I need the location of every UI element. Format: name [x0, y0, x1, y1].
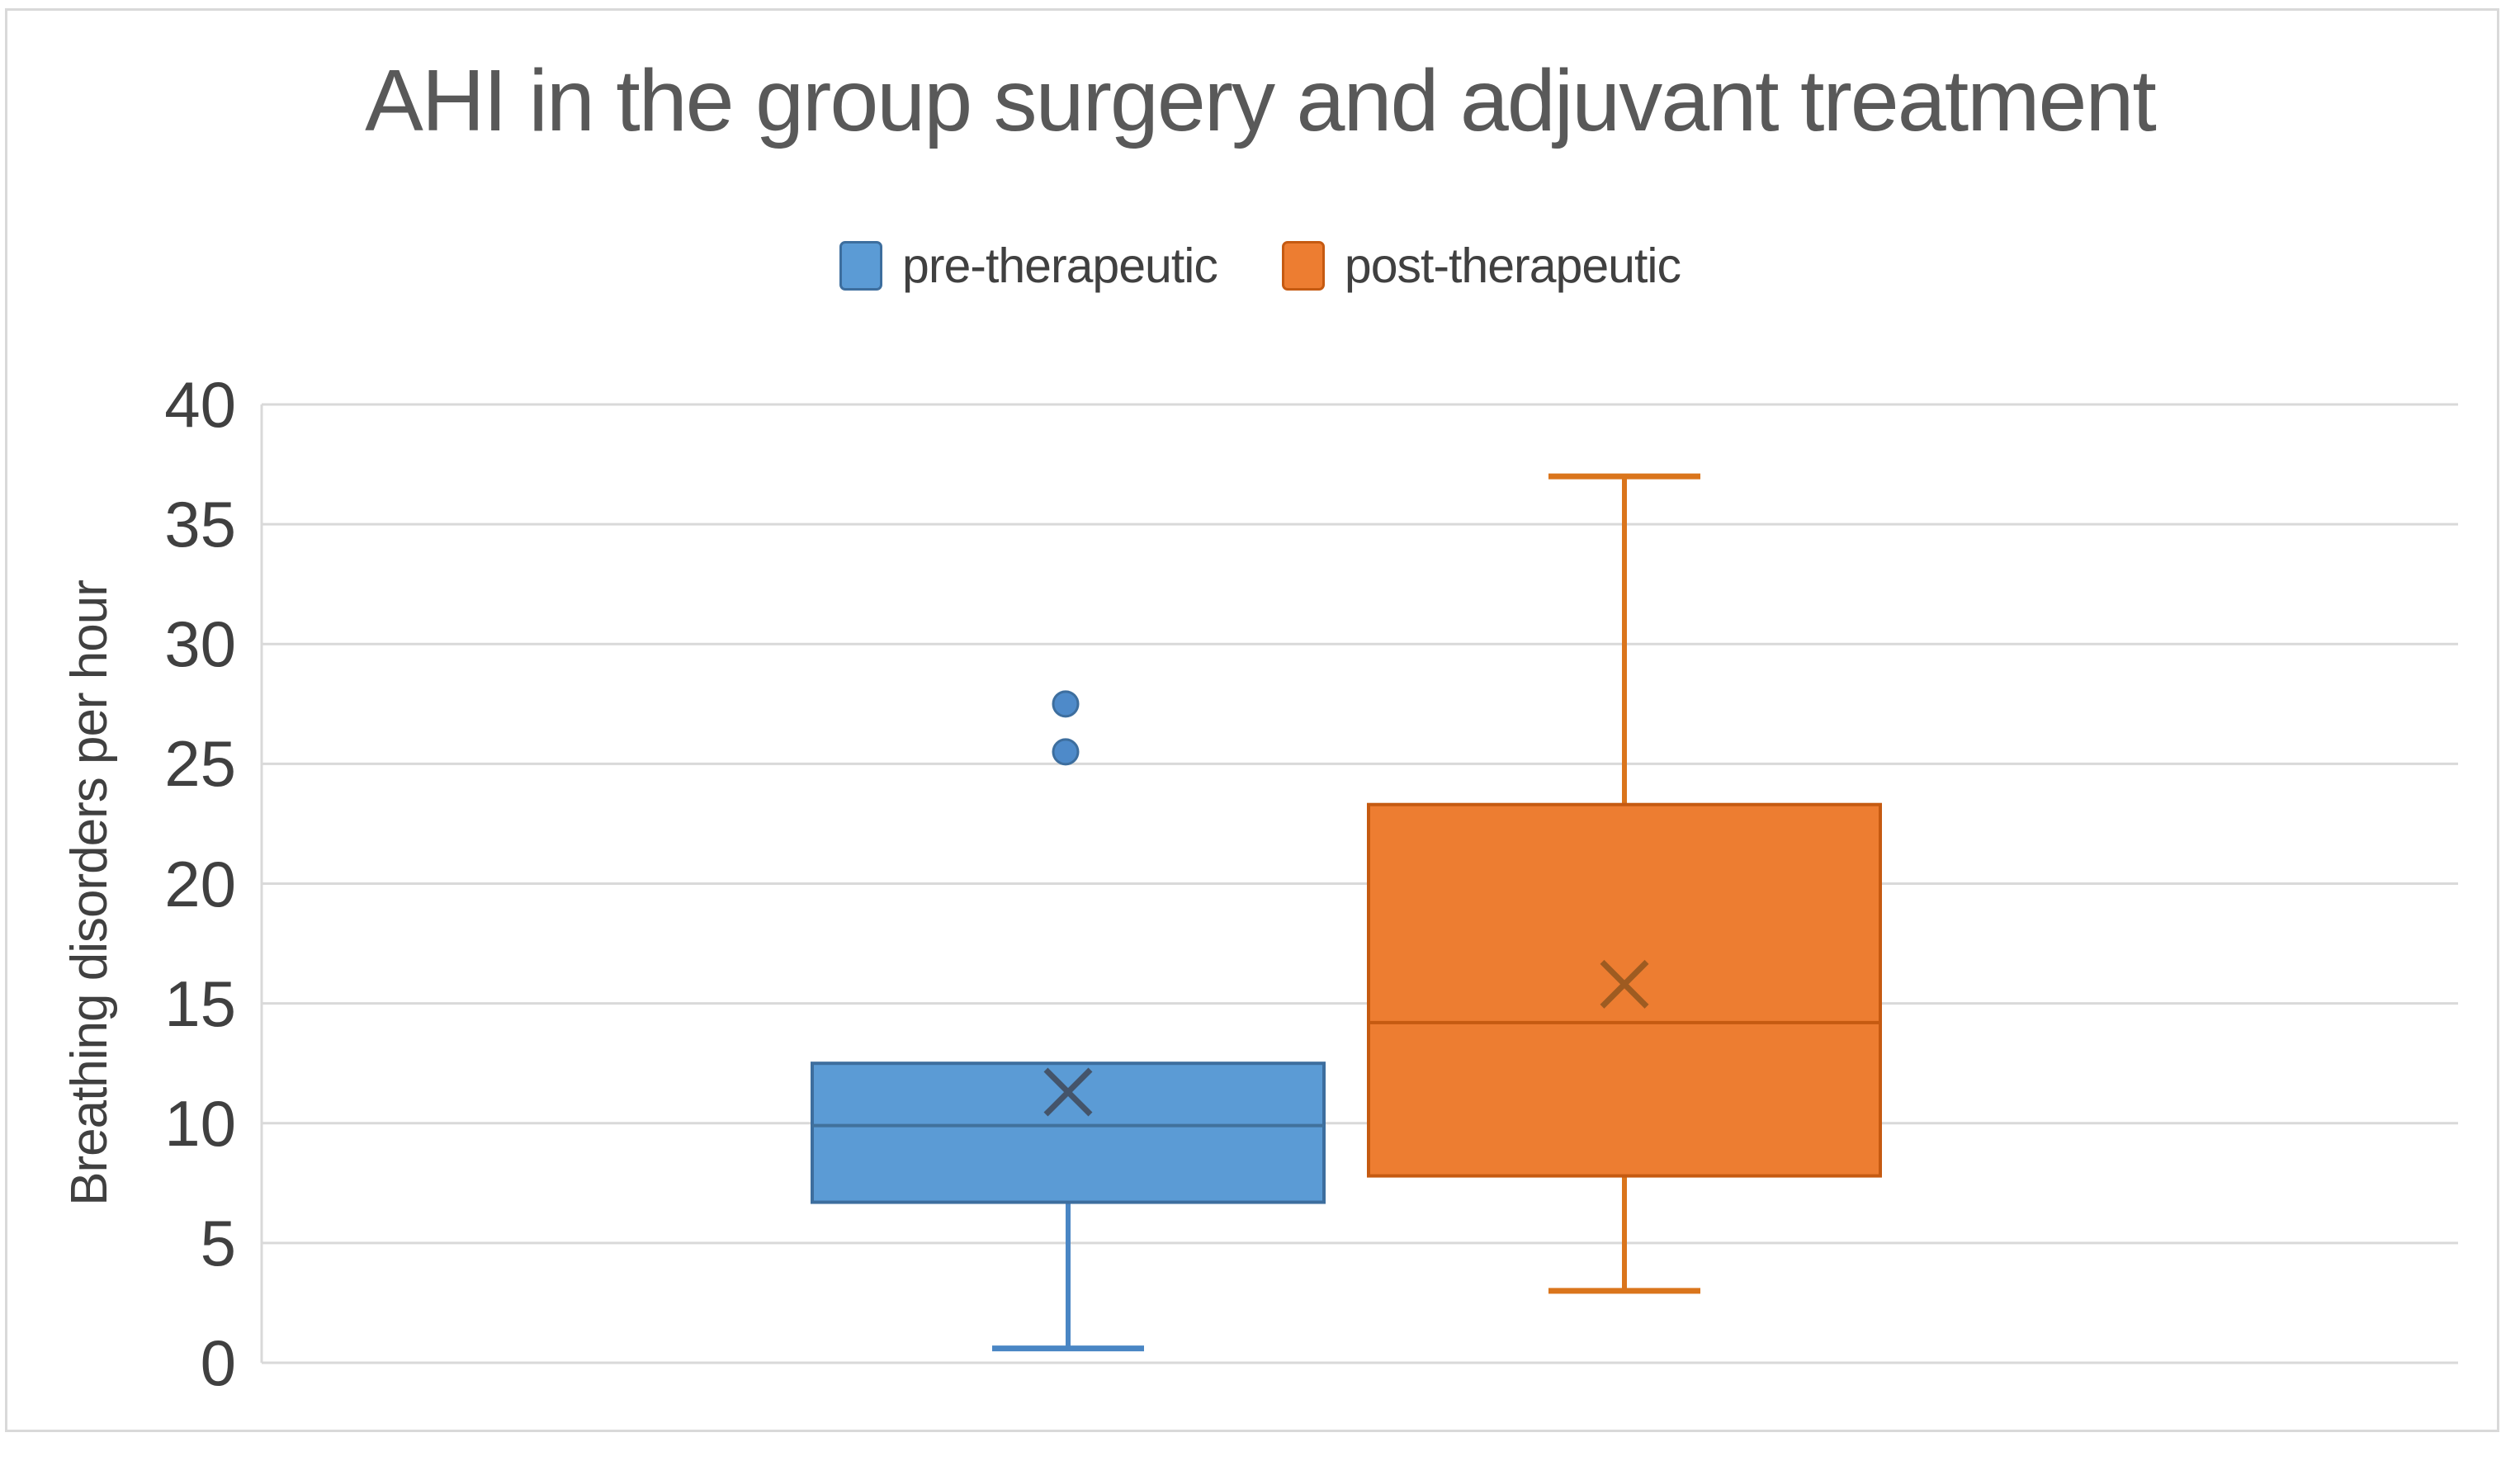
- box-post-therapeutic: [1367, 802, 1882, 1178]
- legend-label: pre-therapeutic: [902, 239, 1218, 293]
- y-tick-label: 15: [164, 967, 236, 1040]
- y-tick-label: 40: [164, 368, 236, 441]
- legend-item-post-therapeutic: post-therapeutic: [1281, 238, 1681, 294]
- y-tick-label: 35: [164, 488, 236, 561]
- legend-swatch-orange: [1281, 241, 1325, 291]
- outlier-dot: [1052, 738, 1080, 766]
- chart-title: AHI in the group surgery and adjuvant tr…: [365, 52, 2157, 149]
- mean-x-marker: [1600, 959, 1649, 1009]
- legend-label: post-therapeutic: [1344, 239, 1681, 293]
- y-tick-label: 30: [164, 608, 236, 681]
- y-tick-label: 5: [200, 1206, 236, 1279]
- legend-item-pre-therapeutic: pre-therapeutic: [839, 238, 1218, 294]
- legend: pre-therapeutic post-therapeutic: [0, 238, 2520, 294]
- y-tick-label: 0: [200, 1326, 236, 1399]
- y-tick-label: 25: [164, 727, 236, 801]
- legend-swatch-blue: [839, 241, 883, 291]
- mean-x-marker: [1043, 1067, 1093, 1117]
- y-tick-label: 20: [164, 847, 236, 920]
- y-tick-label: 10: [164, 1086, 236, 1160]
- box-pre-therapeutic: [811, 1061, 1326, 1204]
- outlier-dot: [1052, 690, 1080, 718]
